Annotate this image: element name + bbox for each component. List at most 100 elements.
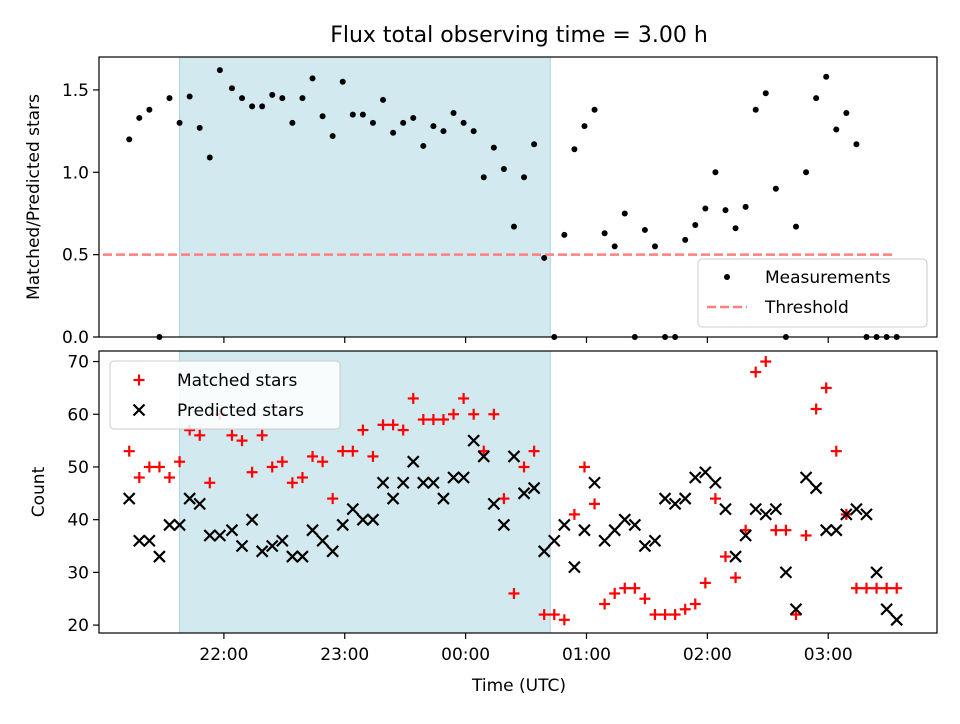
measurement-point — [561, 231, 568, 238]
measurement-point — [521, 174, 528, 181]
predicted-star-point — [870, 566, 883, 579]
predicted-star-point-b — [437, 492, 450, 505]
measurement-point — [329, 133, 336, 140]
predicted-star-point-b — [326, 545, 339, 558]
top-y-axis: 0.0 0.5 1.0 1.5 — [62, 81, 99, 348]
measurement-point — [259, 103, 266, 110]
measurement-point — [126, 136, 133, 143]
predicted-star-point-b — [153, 550, 166, 563]
predicted-star-point — [719, 502, 732, 516]
predicted-star-point-b — [648, 534, 662, 548]
predicted-star-point-b — [558, 518, 571, 532]
predicted-star-point — [235, 539, 249, 553]
predicted-star-point-b — [183, 492, 196, 505]
predicted-star-point — [749, 502, 762, 516]
predicted-star-point — [729, 550, 742, 563]
legend-predicted-label: Predicted stars — [177, 401, 304, 421]
predicted-star-point-b — [346, 502, 360, 516]
matched-star-point — [417, 414, 429, 426]
measurement-point — [400, 119, 407, 126]
predicted-star-point — [417, 476, 430, 490]
predicted-star-point — [203, 529, 217, 542]
predicted-star-point-b — [890, 613, 903, 627]
predicted-star-point — [688, 471, 702, 484]
measurement-point — [206, 154, 213, 161]
predicted-star-point — [183, 492, 196, 505]
predicted-star-point — [437, 492, 450, 505]
measurement-point — [470, 128, 477, 135]
matched-star-point — [709, 493, 721, 505]
predicted-star-point-b — [668, 497, 682, 511]
predicted-star-point — [296, 550, 309, 563]
measurement-point — [420, 142, 427, 149]
matched-star-point — [397, 424, 409, 436]
predicted-star-point — [316, 534, 329, 548]
xtick-label: 00:00 — [441, 645, 490, 665]
predicted-star-point-b — [286, 550, 299, 563]
predicted-star-point — [840, 508, 853, 521]
predicted-star-point — [193, 497, 206, 511]
predicted-star-point — [799, 471, 813, 484]
measurement-point — [742, 203, 749, 210]
x-axis-label: Time (UTC) — [471, 676, 566, 696]
predicted-star-point-b — [133, 534, 146, 548]
top-y-axis-label: Matched/Predicted stars — [24, 94, 44, 300]
predicted-star-point — [356, 513, 370, 526]
measurement-point — [279, 95, 286, 102]
predicted-star-point-b — [870, 566, 883, 579]
predicted-star-point-b — [769, 502, 783, 516]
matched-star-point — [850, 582, 862, 594]
matched-star-point — [377, 419, 389, 431]
predicted-star-point — [487, 497, 501, 511]
predicted-star-point — [255, 545, 269, 558]
matched-star-point — [558, 614, 570, 626]
predicted-star-point — [668, 497, 682, 511]
matched-star-point — [286, 477, 298, 489]
legend-threshold-label: Threshold — [764, 298, 849, 318]
matched-star-point — [468, 408, 480, 420]
bottom-ytick-label: 20 — [67, 616, 89, 636]
predicted-star-point-b — [537, 545, 551, 558]
matched-star-point — [174, 456, 186, 468]
top-ytick-label: 0.0 — [62, 328, 89, 348]
predicted-star-point-b — [366, 513, 380, 526]
matched-star-point — [881, 582, 893, 594]
xtick-label: 22:00 — [199, 645, 248, 665]
top-legend-box — [697, 258, 928, 328]
top-x-ticks — [223, 337, 829, 343]
legend-measurements-label: Measurements — [765, 268, 891, 288]
matched-star-point — [871, 582, 883, 594]
predicted-star-point — [447, 471, 460, 484]
predicted-star-point — [245, 513, 259, 526]
measurement-point — [460, 119, 467, 126]
predicted-star-point-b — [396, 476, 410, 490]
predicted-star-point-b — [809, 481, 823, 495]
predicted-star-point — [789, 603, 803, 616]
predicted-star-point — [336, 518, 350, 532]
predicted-star-point-b — [729, 550, 742, 563]
matched-star-point — [719, 551, 731, 563]
predicted-star-point-b — [457, 471, 470, 484]
matched-star-point — [649, 609, 661, 621]
predicted-star-point — [497, 518, 511, 532]
bottom-legend: Matched stars Predicted stars — [109, 360, 341, 430]
predicted-star-point-b — [316, 534, 329, 548]
legend-predicted-marker-b — [132, 403, 146, 417]
matched-star-point — [327, 493, 339, 505]
matched-star-point — [256, 429, 268, 441]
bottom-x-axis: 22:00 23:00 00:00 01:00 02:00 03:00 — [199, 633, 853, 665]
measurement-point — [803, 169, 810, 176]
predicted-star-point — [578, 523, 591, 537]
measurement-point — [369, 119, 376, 126]
predicted-star-point-b — [225, 523, 239, 537]
measurement-point — [843, 110, 850, 116]
measurement-point — [531, 141, 538, 148]
matched-star-point — [317, 456, 329, 468]
predicted-star-point-b — [406, 455, 420, 468]
predicted-star-point-b — [276, 534, 289, 548]
matched-star-point — [820, 382, 832, 394]
predicted-star-point-b — [173, 518, 186, 532]
predicted-star-point-b — [517, 487, 531, 500]
predicted-star-point-b — [880, 603, 893, 616]
measurement-point — [380, 96, 387, 103]
